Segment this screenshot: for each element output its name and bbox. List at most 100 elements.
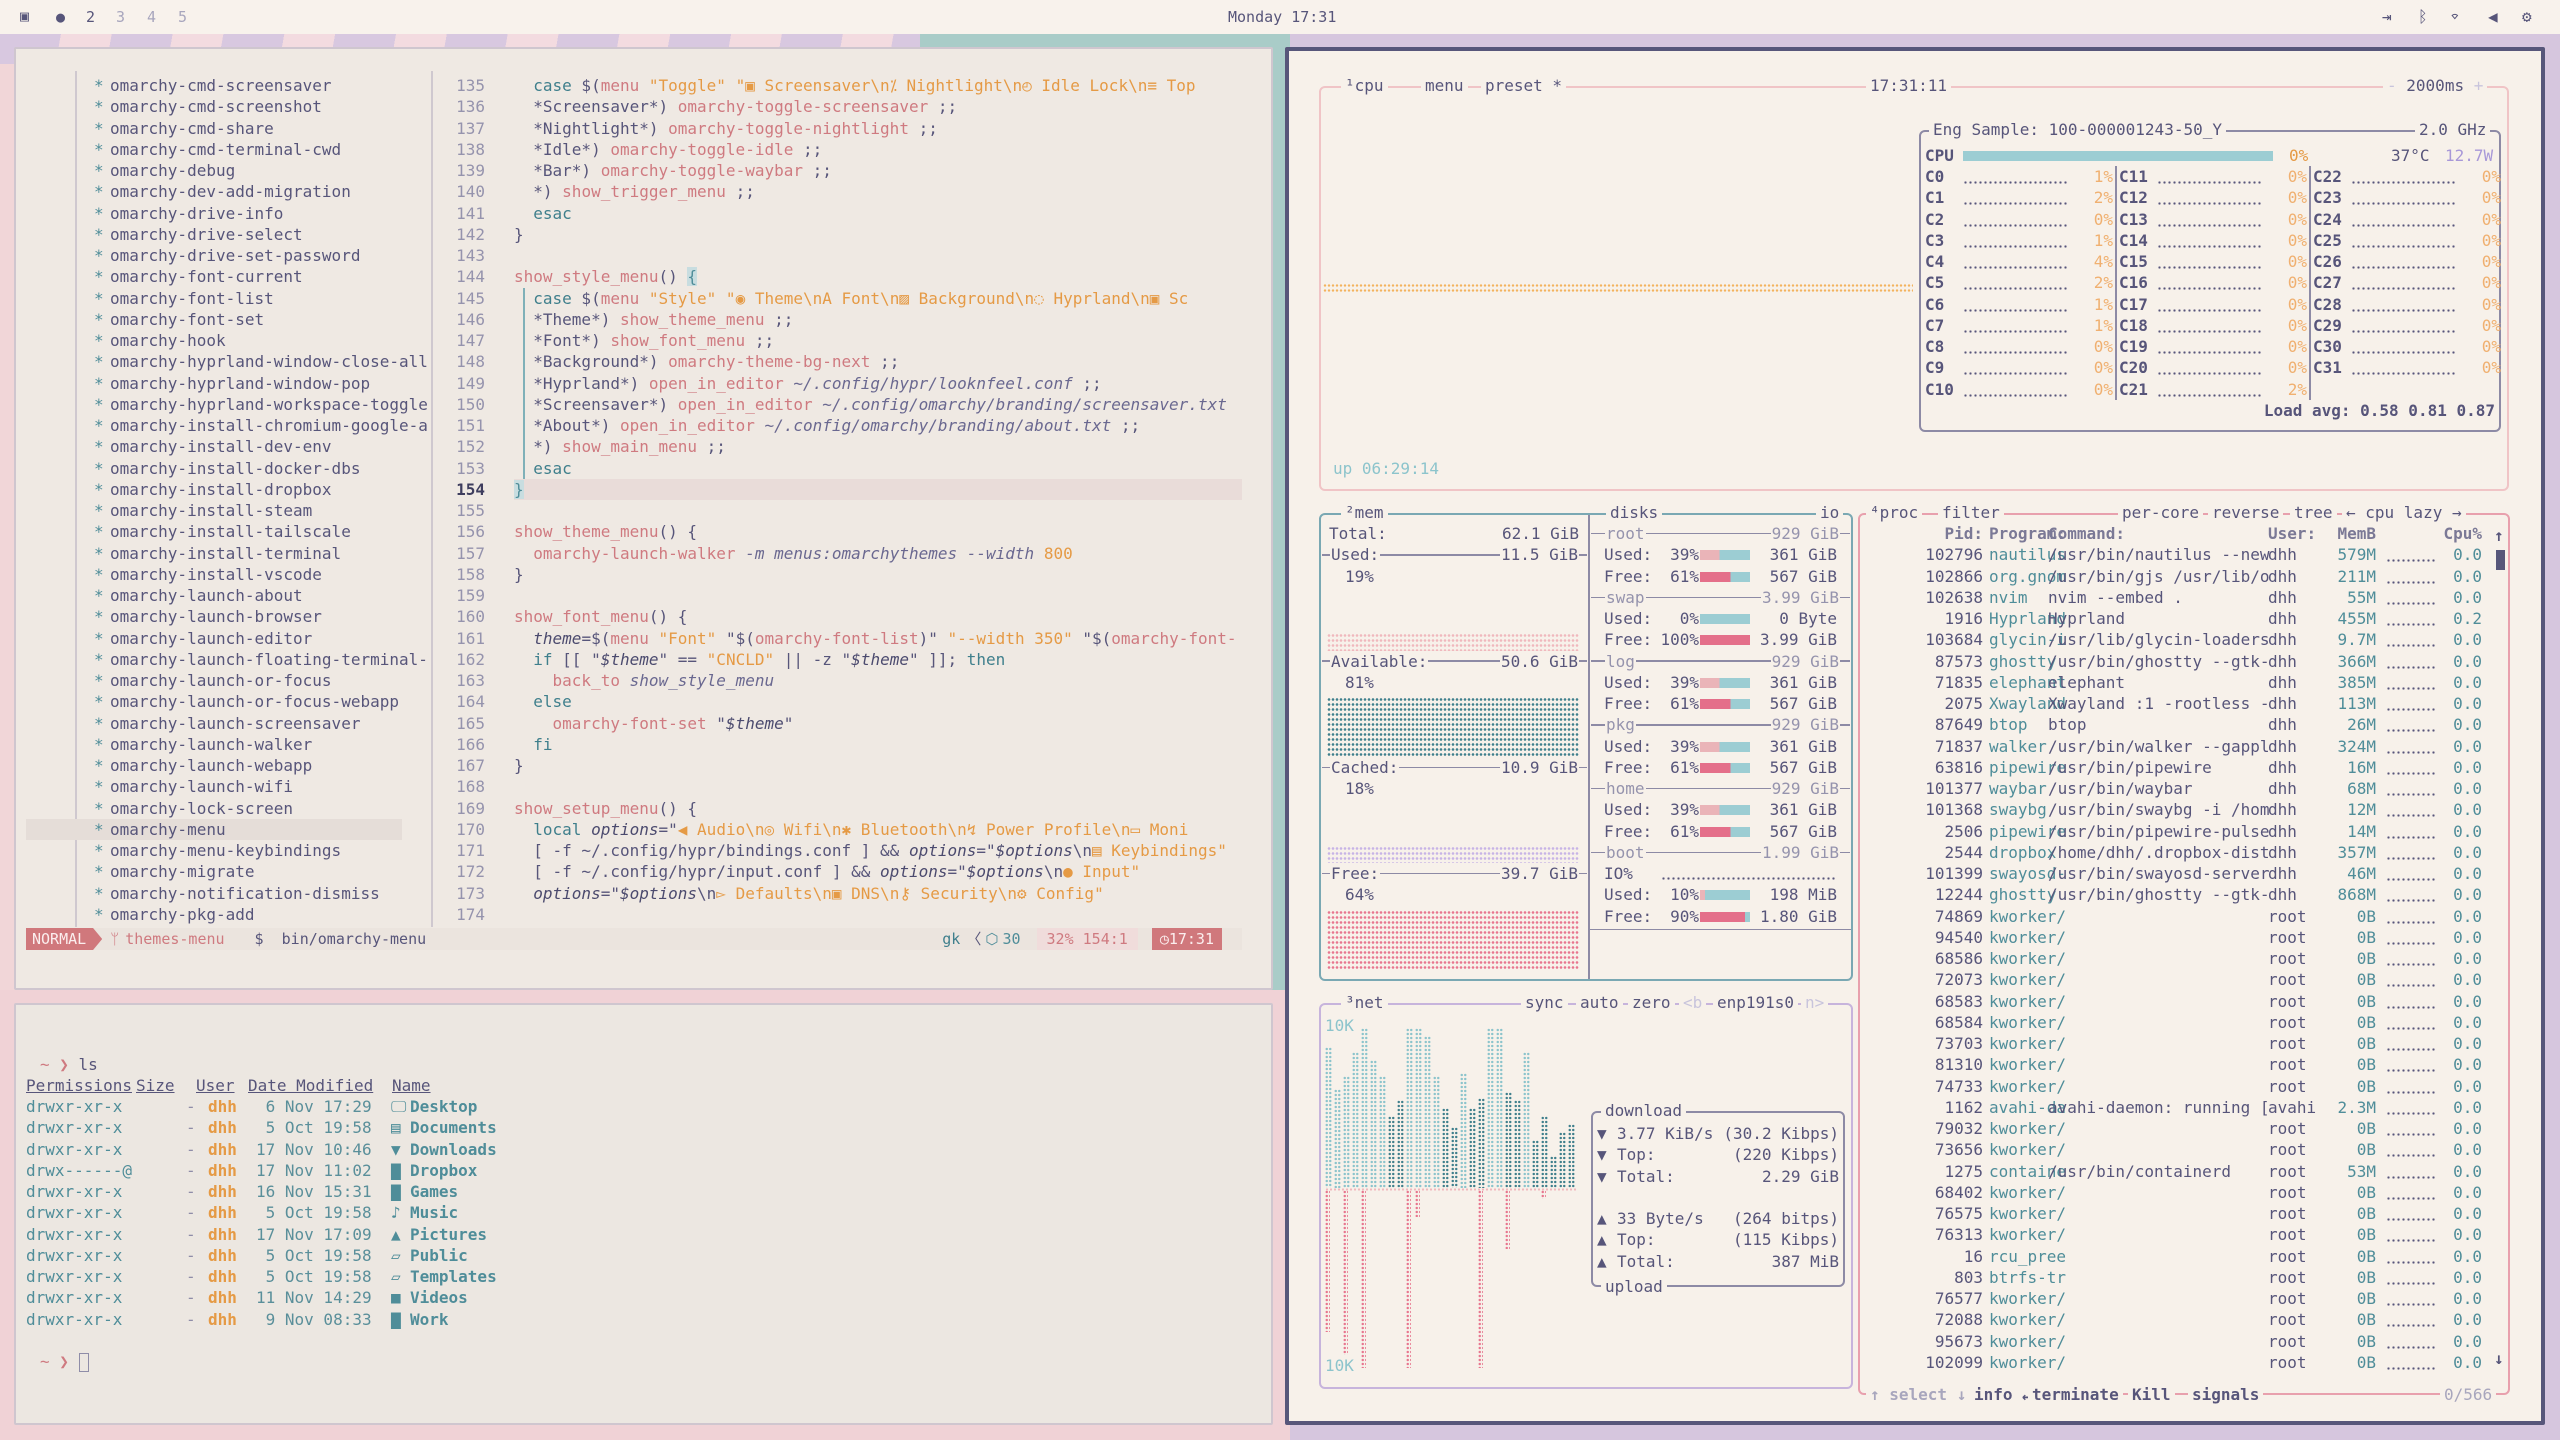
tree-item[interactable]: * omarchy-menu-keybindings [26, 840, 402, 861]
tree-item[interactable]: * omarchy-cmd-share [26, 118, 402, 139]
code-line[interactable]: show_theme_menu() { [514, 521, 1242, 542]
terminal-window[interactable]: ~ ❯ ls Permissions Size User Date Modified N… [14, 1003, 1273, 1425]
proc-row[interactable]: 68586 kworker/root 0B 0.0 [1860, 948, 2490, 969]
file-name[interactable]: Videos [410, 1288, 468, 1308]
proc-row[interactable]: 94540 kworker/root 0B 0.0 [1860, 927, 2490, 948]
proc-row[interactable]: 74733 kworker/root 0B 0.0 [1860, 1076, 2490, 1097]
code-line[interactable]: *Screensaver*) open_in_editor ~/.config/… [514, 394, 1242, 415]
proc-row[interactable]: 76313 kworker/root 0B 0.0 [1860, 1224, 2490, 1245]
proc-row[interactable]: 81310 kworker/root 0B 0.0 [1860, 1054, 2490, 1075]
proc-column-header[interactable]: MemB [2337, 524, 2376, 543]
net-auto[interactable]: auto [1576, 993, 1623, 1013]
code-line[interactable] [514, 776, 1242, 797]
code-line[interactable] [514, 500, 1242, 521]
code-line[interactable]: esac [514, 203, 1242, 224]
code-line[interactable]: *Bar*) omarchy-toggle-waybar ;; [514, 160, 1242, 181]
tree-item[interactable]: * omarchy-hook [26, 330, 402, 351]
code-line[interactable]: show_style_menu() { [514, 266, 1242, 287]
proc-row[interactable]: 73703 kworker/root 0B 0.0 [1860, 1033, 2490, 1054]
code-line[interactable]: options="$options\n▻ Defaults\n▣ DNS\n⚷ … [514, 883, 1242, 904]
proc-column-header[interactable]: Program: [1989, 524, 2067, 543]
tree-item[interactable]: * omarchy-launch-walker [26, 734, 402, 755]
code-line[interactable]: *Screensaver*) omarchy-toggle-screensave… [514, 96, 1242, 117]
tree-item[interactable]: * omarchy-install-steam [26, 500, 402, 521]
code-line[interactable]: *Hyprland*) open_in_editor ~/.config/hyp… [514, 373, 1242, 394]
tree-item[interactable]: * omarchy-notification-dismiss [26, 883, 402, 904]
proc-row[interactable]: 1162 avahi-da avahi-daemon: running [avahi… [1860, 1097, 2490, 1118]
tree-item[interactable]: * omarchy-launch-floating-terminal- [26, 649, 428, 670]
net-sync[interactable]: sync [1521, 993, 1568, 1013]
logout-icon[interactable]: ⇥ [2382, 7, 2392, 26]
proc-per-core[interactable]: per-core [2118, 503, 2204, 523]
proc-column-header[interactable]: Command: [2048, 524, 2126, 543]
tree-item[interactable]: * omarchy-cmd-screenshot [26, 96, 402, 117]
proc-action-4[interactable]: signals [2188, 1385, 2264, 1405]
tab-menu[interactable]: menu [1421, 76, 1468, 96]
tab-cpu[interactable]: ¹cpu [1341, 76, 1388, 96]
code-line[interactable]: *Background*) omarchy-theme-bg-next ;; [514, 351, 1242, 372]
proc-row[interactable]: 102866 org.gnom/usr/bin/gjs /usr/lib/o dhh… [1860, 566, 2490, 587]
tree-item[interactable]: * omarchy-migrate [26, 861, 402, 882]
tree-item[interactable]: * omarchy-dev-add-migration [26, 181, 402, 202]
prompt-line[interactable]: ~ ❯ [40, 1351, 89, 1372]
scrollbar-thumb[interactable] [2496, 550, 2505, 570]
proc-row[interactable]: 101368 swaybg/usr/bin/swaybg -i /hom dhh 12… [1860, 799, 2490, 820]
file-name[interactable]: Public [410, 1245, 468, 1265]
code-line[interactable]: show_setup_menu() { [514, 798, 1242, 819]
code-line[interactable]: else [514, 691, 1242, 712]
file-name[interactable]: Work [410, 1309, 449, 1329]
proc-action-1[interactable]: info ↵ [1970, 1385, 2036, 1405]
code-line[interactable]: back_to show_style_menu [514, 670, 1242, 691]
proc-row[interactable]: 101399 swayosd-/usr/bin/swayosd-server dhh… [1860, 863, 2490, 884]
net-prev-iface[interactable]: <b [1679, 993, 1707, 1013]
column-header[interactable]: Name [392, 1076, 431, 1095]
tree-item[interactable]: * omarchy-install-dropbox [26, 479, 402, 500]
code-line[interactable]: } [514, 479, 1242, 500]
proc-action-2[interactable]: terminate [2028, 1385, 2123, 1405]
proc-row[interactable]: 2075 Xwayland Xwayland :1 -rootless - dhh 11… [1860, 693, 2490, 714]
proc-row[interactable]: 95673 kworker/root 0B 0.0 [1860, 1331, 2490, 1352]
editor-window[interactable]: * omarchy-cmd-screensaver * omarchy-cmd-scr… [14, 47, 1273, 990]
tree-item[interactable]: * omarchy-pkg-add [26, 904, 402, 925]
workspace-1[interactable]: ● [56, 8, 66, 26]
code-line[interactable]: fi [514, 734, 1242, 755]
code-line[interactable]: *Theme*) show_theme_menu ;; [514, 309, 1242, 330]
proc-row[interactable]: 803 btrfs-tr root 0B 0.0 [1860, 1267, 2490, 1288]
proc-row[interactable]: 71837 walker/usr/bin/walker --gappl dhh 324… [1860, 736, 2490, 757]
proc-row[interactable]: 12244 ghostty/usr/bin/ghostty --gtk-dhh 86… [1860, 884, 2490, 905]
proc-row[interactable]: 71835 elephant elephant dhh 385M 0.0 [1860, 672, 2490, 693]
tree-item[interactable]: * omarchy-launch-editor [26, 628, 402, 649]
file-name[interactable]: Templates [410, 1267, 497, 1286]
code-line[interactable]: show_font_menu() { [514, 606, 1242, 627]
interval-decrease[interactable]: - [2387, 76, 2397, 95]
file-name[interactable]: Downloads [410, 1139, 497, 1159]
proc-action-0[interactable]: ↑ select ↓ [1866, 1385, 1971, 1405]
proc-column-header[interactable]: Pid: [1944, 524, 1983, 543]
clock[interactable]: Monday 17:31 [1228, 8, 1337, 26]
workspace-5[interactable]: 5 [178, 8, 188, 26]
code-line[interactable]: omarchy-launch-walker -m menus:omarchyth… [514, 543, 1242, 564]
code-line[interactable]: *) show_main_menu ;; [514, 436, 1242, 457]
proc-row[interactable]: 74869 kworker/root 0B 0.0 [1860, 906, 2490, 927]
proc-row[interactable]: 68402 kworker/root 0B 0.0 [1860, 1182, 2490, 1203]
column-header[interactable]: User [196, 1076, 235, 1095]
code-line[interactable]: } [514, 564, 1242, 585]
window-icon[interactable]: ▣ [20, 7, 30, 25]
column-header[interactable]: Date Modified [248, 1076, 374, 1095]
tree-item[interactable]: * omarchy-drive-set-password [26, 245, 402, 266]
proc-row[interactable]: 102796 nautilus/usr/bin/nautilus --new dhh… [1860, 544, 2490, 565]
cpu-icon[interactable]: ⚙ [2522, 7, 2532, 26]
scroll-down-arrow[interactable]: ↓ [2494, 1349, 2504, 1368]
column-header[interactable]: Size [136, 1076, 175, 1095]
file-name[interactable]: Music [410, 1203, 459, 1223]
file-name[interactable]: Games [410, 1182, 459, 1201]
proc-action-3[interactable]: Kill [2128, 1385, 2175, 1405]
tree-item[interactable]: * omarchy-install-docker-dbs [26, 458, 402, 479]
code-line[interactable]: local options="◀ Audio\n◎ Wifi\n✱ Blueto… [514, 819, 1242, 840]
code-line[interactable]: *Idle*) omarchy-toggle-idle ;; [514, 139, 1242, 160]
tree-item[interactable]: * omarchy-drive-select [26, 224, 402, 245]
code-line[interactable]: if [[ "$theme" == "CNCLD" || -z "$theme"… [514, 649, 1242, 670]
proc-row[interactable]: 73656 kworker/root 0B 0.0 [1860, 1139, 2490, 1160]
tree-item[interactable]: * omarchy-launch-screensaver [26, 713, 402, 734]
proc-column-header[interactable]: User: [2268, 524, 2317, 543]
